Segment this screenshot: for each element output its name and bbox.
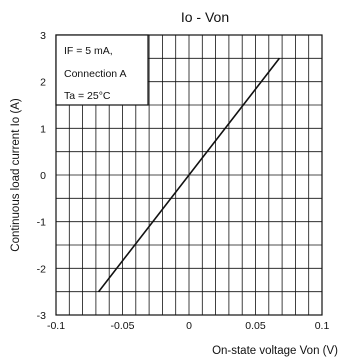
y-tick-label: 3 — [40, 30, 46, 42]
legend-box — [55, 34, 149, 106]
y-tick-label: -1 — [37, 217, 46, 229]
x-tick-label: -0.05 — [111, 320, 135, 332]
x-tick-label: 0 — [186, 320, 192, 332]
y-tick-label: -3 — [37, 310, 46, 322]
y-tick-label: 0 — [40, 170, 46, 182]
legend: IF = 5 mA, Connection A Ta = 25°C — [55, 34, 149, 106]
x-tick-labels: -0.1 -0.05 0 0.05 0.1 — [47, 320, 329, 332]
x-axis-label: On-state voltage Von (V) — [212, 345, 338, 357]
x-tick-label: -0.1 — [47, 320, 65, 332]
chart-title: Io - Von — [181, 9, 229, 25]
series-layer — [97, 57, 281, 293]
series-line — [97, 57, 281, 293]
x-tick-label: 0.05 — [245, 320, 266, 332]
x-tick-label: 0.1 — [315, 320, 330, 332]
plot-frame — [55, 34, 323, 316]
y-tick-label: -2 — [37, 263, 46, 275]
legend-line-3: Ta = 25°C — [64, 90, 111, 102]
y-tick-label: 2 — [40, 77, 46, 89]
y-tick-label: 1 — [40, 123, 46, 135]
y-tick-labels: -3 -2 -1 0 1 2 3 — [37, 30, 47, 322]
legend-line-1: IF = 5 mA, — [64, 45, 113, 57]
y-axis-label: Continuous load current Io (A) — [10, 98, 22, 252]
legend-line-2: Connection A — [64, 68, 126, 80]
